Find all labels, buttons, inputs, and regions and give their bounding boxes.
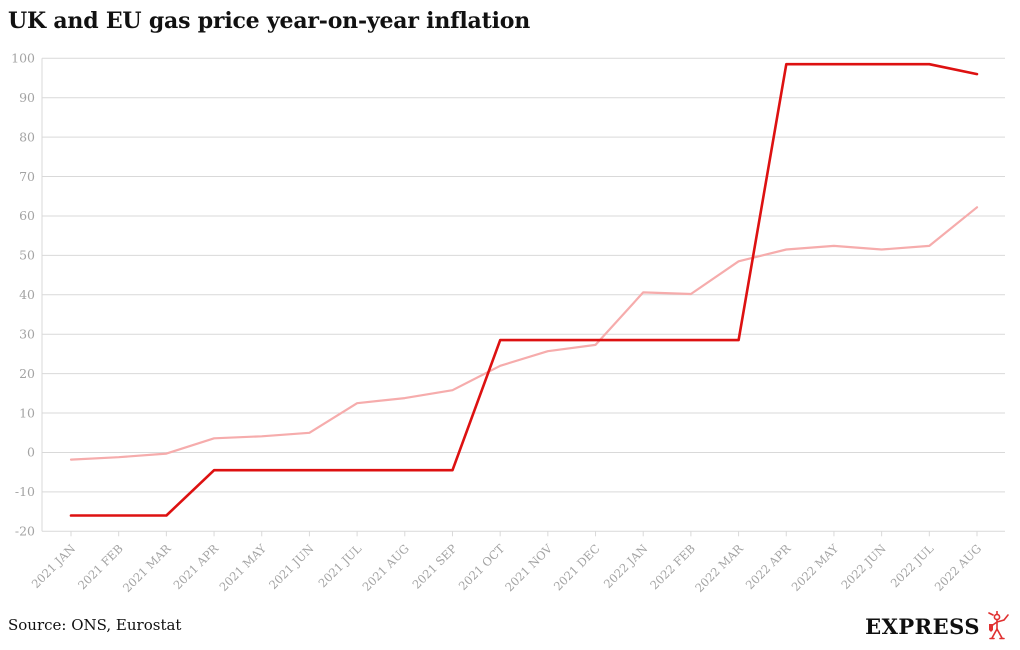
x-tick-label: 2021 JUN — [266, 542, 316, 592]
y-tick-label: 0 — [27, 445, 35, 460]
x-tick-label: 2022 JAN — [601, 542, 650, 591]
source-note: Source: ONS, Eurostat — [8, 616, 182, 634]
uk-series-line — [69, 62, 979, 517]
y-gridlines — [42, 57, 1005, 532]
x-tick-label: 2022 APR — [743, 541, 794, 592]
x-tick-label: 2021 NOV — [502, 541, 555, 594]
x-tick-label: 2021 MAY — [216, 541, 269, 594]
y-tick-label: 80 — [19, 129, 35, 144]
express-wordmark: EXPRESS — [865, 613, 980, 639]
x-tick-label: 2022 AUG — [932, 542, 984, 594]
eu-series-line — [69, 206, 979, 461]
x-tick-label: 2022 MAR — [692, 541, 746, 595]
y-tick-label: -20 — [15, 524, 35, 539]
y-tick-label: 60 — [19, 208, 35, 223]
x-tick-label: 2021 OCT — [456, 541, 508, 593]
x-tick-label: 2021 FEB — [75, 542, 126, 593]
x-tick-label: 2021 AUG — [360, 542, 412, 594]
y-tick-label: 20 — [19, 366, 35, 381]
y-tick-label: -10 — [15, 484, 35, 499]
x-tick-label: 2021 SEP — [409, 541, 459, 591]
x-ticks — [70, 531, 978, 537]
page-title: UK and EU gas price year-on-year inflati… — [8, 8, 530, 34]
x-tick-label: 2021 JAN — [29, 542, 78, 591]
crusader-icon — [984, 610, 1010, 641]
y-tick-label: 50 — [19, 248, 35, 263]
x-tick-label: 2022 MAY — [789, 541, 842, 594]
x-tick-label: 2022 JUN — [838, 542, 888, 592]
x-tick-label: 2022 JUL — [888, 541, 937, 590]
x-tick-label: 2021 JUL — [316, 541, 365, 590]
y-tick-label: 40 — [19, 287, 35, 302]
y-tick-label: 70 — [19, 169, 35, 184]
y-tick-label: 10 — [19, 405, 35, 420]
y-tick-label: 100 — [11, 51, 35, 66]
x-tick-label: 2021 APR — [171, 541, 222, 592]
x-tick-label: 2021 DEC — [551, 541, 603, 593]
y-tick-label: 30 — [19, 326, 35, 341]
express-logo: EXPRESS — [865, 610, 1010, 642]
x-tick-label: 2022 FEB — [647, 542, 698, 593]
y-tick-label: 90 — [19, 90, 35, 105]
x-tick-label: 2021 MAR — [120, 541, 174, 595]
